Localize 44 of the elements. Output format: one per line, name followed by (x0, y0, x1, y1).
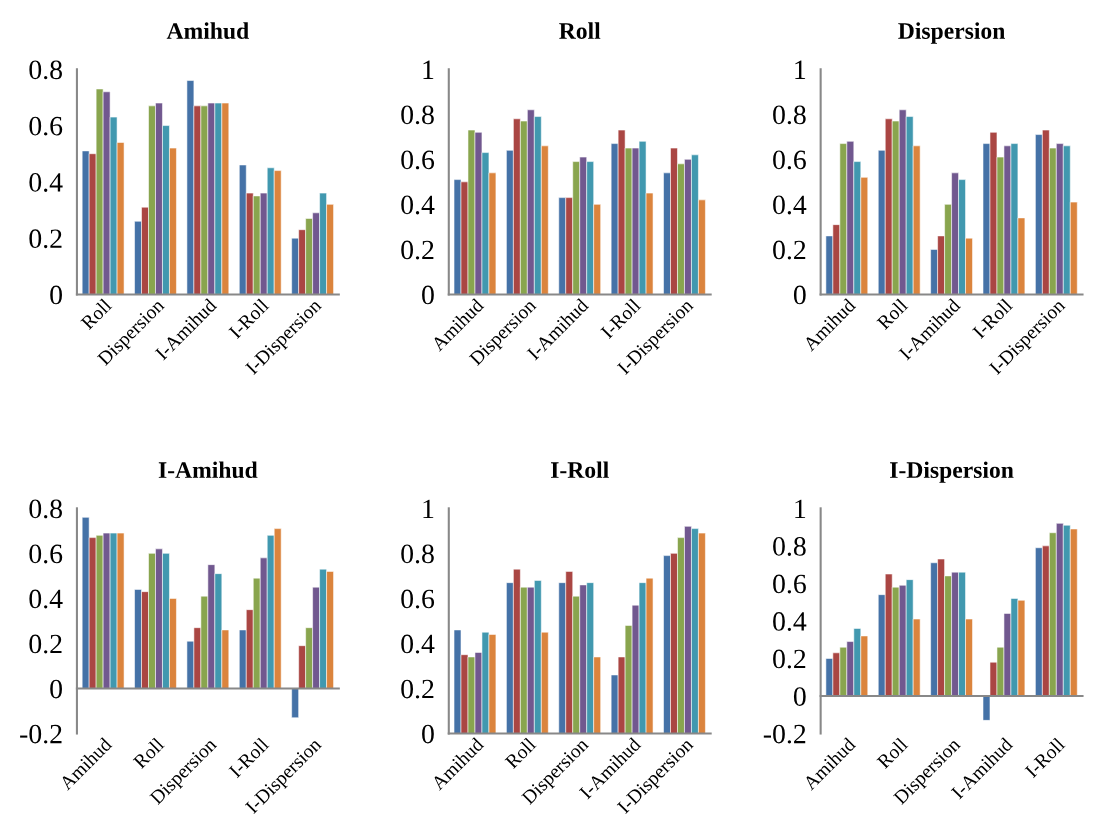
y-tick-label: 0 (50, 285, 62, 305)
y-tick-label: 0.6 (401, 150, 435, 170)
y-tick-label: 0.8 (773, 105, 806, 125)
y-tick-label: 0.6 (773, 150, 806, 170)
y-tick-label: 0.4 (29, 173, 63, 192)
y-tick-label: 0.8 (401, 544, 434, 564)
y-tick-label: 0.6 (29, 544, 63, 564)
y-tick-label: 0.4 (401, 634, 435, 654)
y-tick-label: -0.2 (20, 724, 62, 744)
y-tick-label: 0.4 (773, 612, 807, 631)
y-tick-label: 0.4 (773, 195, 807, 215)
chart-title: I-Roll (551, 461, 609, 479)
chart-title: I-Amihud (158, 461, 258, 479)
y-tick-label: 0 (422, 285, 434, 305)
y-tick-label: 1 (423, 499, 434, 518)
bar (982, 695, 991, 721)
y-tick-label: 0.2 (773, 649, 806, 669)
y-tick-label: 1 (795, 60, 806, 79)
chart-title: I-Dispersion (890, 461, 1014, 483)
y-tick-label: 0.4 (401, 195, 435, 215)
y-tick-label: 0 (793, 687, 806, 706)
y-tick-label: 0.2 (401, 679, 434, 699)
y-tick-label: -0.2 (763, 724, 806, 744)
chart-title: Dispersion (898, 22, 1006, 44)
y-tick-label: 0.2 (773, 240, 806, 260)
chart-title: Amihud (166, 22, 249, 40)
y-tick-label: 0 (793, 285, 806, 305)
y-tick-label: 0.8 (773, 537, 806, 556)
y-tick-label: 0.8 (401, 105, 434, 125)
y-tick-label: 1 (795, 499, 806, 518)
y-tick-label: 0.2 (29, 634, 62, 654)
y-tick-label: 0.8 (29, 60, 62, 80)
y-tick-label: 0.6 (29, 116, 63, 136)
y-tick-label: 0 (422, 724, 434, 744)
y-tick-label: 0.8 (29, 499, 62, 519)
chart-title: Roll (559, 22, 601, 39)
y-tick-label: 0.2 (401, 240, 434, 260)
y-tick-label: 0.4 (29, 589, 63, 609)
y-tick-label: 1 (423, 60, 434, 79)
y-tick-label: 0.2 (29, 229, 62, 249)
y-tick-label: 0.6 (401, 589, 435, 609)
y-tick-label: 0 (50, 679, 62, 699)
y-tick-label: 0.6 (773, 574, 806, 594)
bar (291, 688, 299, 719)
